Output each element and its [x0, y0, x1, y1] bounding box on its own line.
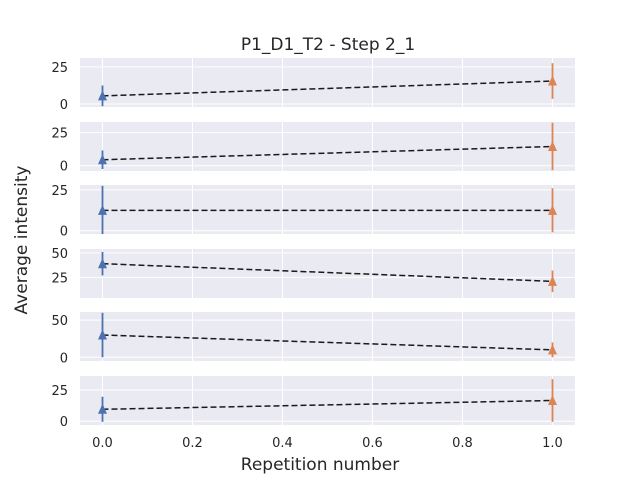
data-point-marker — [98, 329, 107, 340]
y-tick-label: 25 — [51, 271, 68, 286]
panel-5: 0 50 — [51, 312, 575, 366]
y-tick-label: 25 — [51, 184, 68, 199]
trend-line — [102, 334, 553, 351]
x-tick-label: 0.2 — [182, 436, 203, 451]
y-tick-label: 0 — [60, 351, 68, 366]
trend-line — [102, 262, 553, 283]
panel-6: 0 25 — [51, 376, 575, 430]
panel-4: 25 50 — [51, 247, 575, 298]
x-tick-label: 0.6 — [362, 436, 383, 451]
x-tick-label: 0.0 — [92, 436, 113, 451]
y-tick-label: 0 — [60, 98, 68, 113]
y-tick-label: 50 — [51, 314, 68, 329]
panel-background — [80, 376, 575, 425]
chart-panels: 0 25 0 25 0 25 25 50 0 50 0 25 0.0 0.2 0.4 0.6 0.8 1.0 — [51, 58, 575, 451]
data-point-marker — [548, 75, 557, 86]
y-tick-label: 25 — [51, 61, 68, 76]
y-tick-label: 0 — [60, 225, 68, 240]
y-tick-label: 0 — [60, 160, 68, 175]
y-tick-label: 50 — [51, 247, 68, 262]
data-point-marker — [98, 154, 107, 165]
panel-background — [80, 122, 575, 171]
data-point-marker — [548, 141, 557, 151]
data-point-marker — [548, 395, 557, 405]
data-point-marker — [98, 403, 107, 414]
data-point-marker — [548, 204, 557, 215]
data-point-marker — [98, 90, 107, 101]
y-axis-title: Average intensity — [12, 166, 32, 315]
chart-title: P1_D1_T2 - Step 2_1 — [241, 35, 415, 55]
y-tick-label: 25 — [51, 127, 68, 142]
trend-line — [102, 145, 553, 161]
trend-line — [102, 80, 553, 97]
x-axis-title: Repetition number — [241, 455, 399, 475]
trend-line — [102, 399, 553, 411]
x-tick-label: 0.8 — [452, 436, 473, 451]
panel-2: 0 25 — [51, 122, 575, 175]
panel-background — [80, 312, 575, 361]
panel-background — [80, 249, 575, 298]
x-tick-label: 0.4 — [272, 436, 293, 451]
data-point-marker — [548, 275, 557, 286]
panel-1: 0 25 — [51, 58, 575, 113]
y-tick-label: 0 — [60, 415, 68, 430]
data-point-marker — [548, 344, 557, 355]
data-point-marker — [98, 258, 107, 269]
data-point-marker — [98, 204, 107, 215]
x-tick-label: 1.0 — [542, 436, 563, 451]
y-tick-label: 25 — [51, 384, 68, 399]
panel-3: 0 25 — [51, 184, 575, 240]
panel-background — [80, 185, 575, 234]
